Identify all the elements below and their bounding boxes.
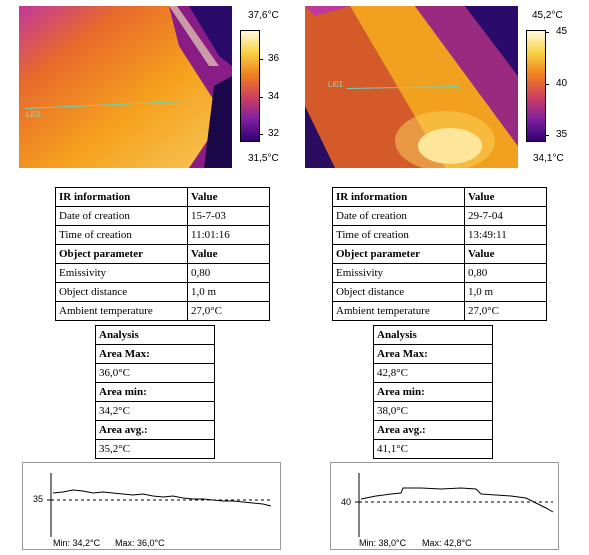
left-thermal-image: Li01 (19, 6, 232, 168)
left-analysis-table: Analysis Area Max: 36,0°C Area min: 34,2… (95, 325, 215, 459)
right-tick-0: 45 (556, 26, 568, 37)
left-profile-y-tick: 35 (33, 494, 44, 504)
left-scale-min: 31,5°C (248, 153, 279, 164)
right-analysis-table: Analysis Area Max: 42,8°C Area min: 38,0… (373, 325, 493, 459)
left-info-table: IR information Value Date of creation 15-7… (55, 187, 270, 321)
right-tick-1: 40 (556, 78, 568, 89)
right-profile-y-tick: 40 (341, 497, 352, 507)
right-profile-max: Max: 42,8°C (422, 538, 472, 548)
right-profile-min: Min: 38,0°C (359, 538, 407, 548)
left-profile-max: Max: 36,0°C (115, 538, 165, 548)
left-scale-max: 37,6°C (248, 10, 279, 21)
left-tick-2: 32 (268, 128, 280, 139)
left-line-profile: 35 Min: 34,2°C Max: 36,0°C (22, 462, 281, 550)
right-info-table: IR information Value Date of creation 29-7… (332, 187, 547, 321)
left-profile-min: Min: 34,2°C (53, 538, 101, 548)
right-tick-2: 35 (556, 129, 568, 140)
right-colorbar (526, 30, 546, 142)
left-tick-0: 36 (268, 53, 280, 64)
right-scale-max: 45,2°C (532, 10, 563, 21)
right-scale-min: 34,1°C (533, 153, 564, 164)
right-thermal-image: Li01 (305, 6, 518, 168)
line-label: Li01 (328, 80, 344, 89)
left-colorbar (240, 30, 260, 142)
left-tick-1: 34 (268, 91, 280, 102)
right-line-profile: 40 Min: 38,0°C Max: 42,8°C (330, 462, 559, 550)
line-label: Li01 (26, 110, 42, 119)
